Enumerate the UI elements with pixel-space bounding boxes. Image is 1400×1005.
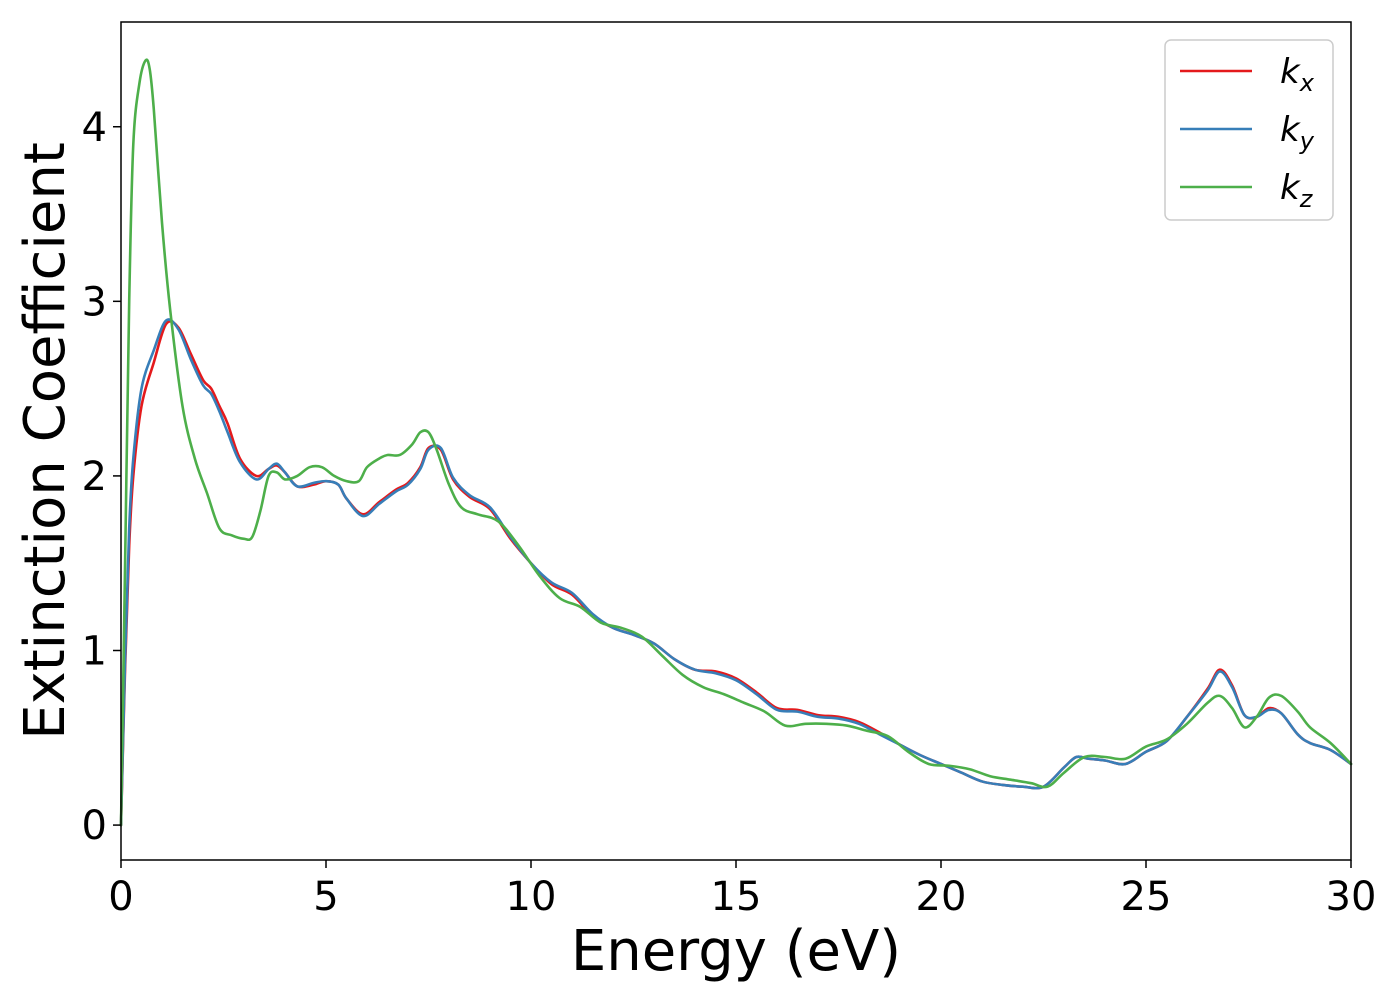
legend-label-main: k <box>1280 168 1301 208</box>
y-axis-title: Extinction Coefficient <box>13 142 78 740</box>
x-tick-label: 0 <box>108 874 133 920</box>
x-axis-title: Energy (eV) <box>571 919 901 984</box>
legend-label-subscript: x <box>1299 69 1315 97</box>
y-tick-label: 2 <box>82 454 107 500</box>
legend-label-main: k <box>1280 52 1301 92</box>
legend-label-k-x: kx <box>1280 52 1315 97</box>
x-tick-label: 20 <box>916 874 967 920</box>
x-tick-label: 15 <box>711 874 762 920</box>
plot-frame <box>120 21 1352 861</box>
x-tick-label: 25 <box>1121 874 1172 920</box>
x-tick-label: 10 <box>506 874 557 920</box>
legend-label-subscript: y <box>1299 127 1315 155</box>
legend-label-k-y: ky <box>1280 110 1315 155</box>
ticks-layer: 0 5 10 15 20 25 30 0 1 2 3 4 <box>82 105 1377 920</box>
y-tick-label: 0 <box>82 803 107 849</box>
legend-label-main: k <box>1280 110 1301 150</box>
series-line-k-z <box>119 58 1353 827</box>
series-line-k-x <box>119 319 1353 827</box>
series-layer <box>119 58 1353 827</box>
y-tick-label: 3 <box>82 279 107 325</box>
legend-label-subscript: z <box>1299 185 1314 213</box>
y-tick-label: 1 <box>82 629 107 675</box>
series-line-k-y <box>119 318 1353 827</box>
x-tick-label: 30 <box>1326 874 1377 920</box>
legend-label-k-z: kz <box>1280 168 1314 213</box>
y-tick-label: 4 <box>82 105 107 151</box>
x-tick-label: 5 <box>313 874 338 920</box>
